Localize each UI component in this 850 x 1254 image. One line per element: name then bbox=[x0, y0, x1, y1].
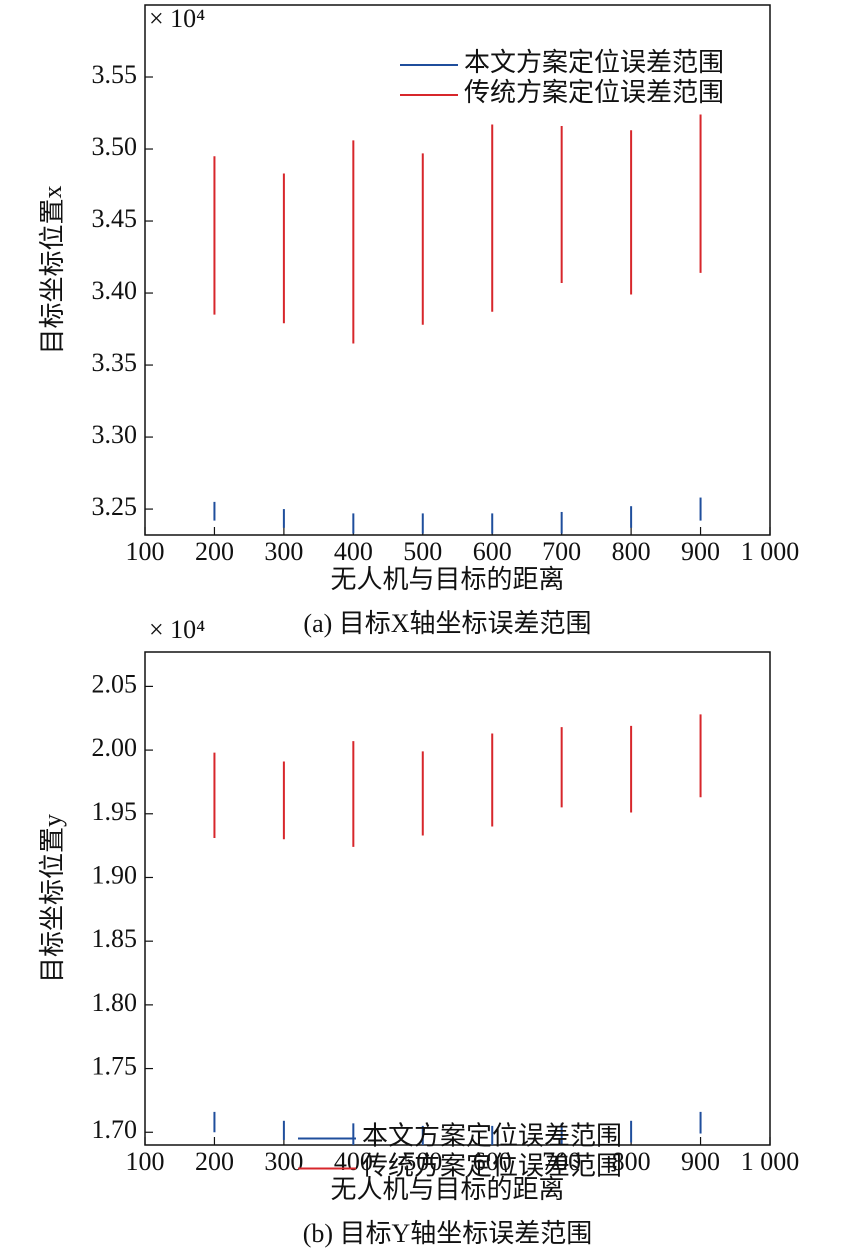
y-axis-label: 目标坐标位置y bbox=[38, 814, 67, 983]
y-tick-label: 1.95 bbox=[92, 797, 138, 826]
y-tick-label: 1.85 bbox=[92, 924, 138, 953]
x-tick-label: 700 bbox=[542, 1147, 581, 1176]
x-tick-label: 400 bbox=[334, 1147, 373, 1176]
legend-label: 本文方案定位误差范围 bbox=[362, 1121, 622, 1150]
x-axis-label: 无人机与目标的距离 bbox=[330, 1175, 564, 1204]
y-tick-label: 1.90 bbox=[92, 860, 138, 889]
x-tick-label: 200 bbox=[195, 537, 234, 566]
x-tick-label: 500 bbox=[403, 537, 442, 566]
plot-frame bbox=[144, 4, 771, 536]
y-tick-label: 3.30 bbox=[92, 420, 138, 449]
legend-label: 传统方案定位误差范围 bbox=[362, 1151, 622, 1180]
x-tick-label: 700 bbox=[542, 537, 581, 566]
x-tick-label: 1 000 bbox=[741, 537, 800, 566]
x-tick-label: 1 000 bbox=[741, 1147, 800, 1176]
x-tick-label: 300 bbox=[264, 1147, 303, 1176]
y-tick-label: 2.00 bbox=[92, 733, 138, 762]
x-tick-label: 800 bbox=[612, 1147, 651, 1176]
legend-label: 传统方案定位误差范围 bbox=[464, 78, 724, 107]
x-tick-label: 500 bbox=[403, 1147, 442, 1176]
scale-label: × 10⁴ bbox=[149, 4, 205, 33]
y-tick-label: 1.75 bbox=[92, 1052, 138, 1081]
y-tick-label: 3.25 bbox=[92, 492, 138, 521]
plot-frame bbox=[144, 651, 771, 1146]
x-tick-label: 100 bbox=[126, 537, 165, 566]
x-tick-label: 100 bbox=[126, 1147, 165, 1176]
y-tick-label: 2.05 bbox=[92, 669, 138, 698]
y-tick-label: 1.70 bbox=[92, 1115, 138, 1144]
y-tick-label: 3.35 bbox=[92, 348, 138, 377]
caption: (a) 目标X轴坐标误差范围 bbox=[303, 609, 591, 638]
legend-label: 本文方案定位误差范围 bbox=[464, 48, 724, 77]
x-tick-label: 600 bbox=[473, 1147, 512, 1176]
x-tick-label: 200 bbox=[195, 1147, 234, 1176]
caption: (b) 目标Y轴坐标误差范围 bbox=[303, 1219, 593, 1248]
scale-label: × 10⁴ bbox=[149, 615, 205, 644]
y-tick-label: 3.40 bbox=[92, 276, 138, 305]
y-tick-label: 3.55 bbox=[92, 60, 138, 89]
y-tick-label: 3.45 bbox=[92, 204, 138, 233]
y-tick-label: 3.50 bbox=[92, 132, 138, 161]
y-axis-label: 目标坐标位置x bbox=[38, 185, 67, 354]
x-tick-label: 600 bbox=[473, 537, 512, 566]
y-tick-label: 1.80 bbox=[92, 988, 138, 1017]
x-tick-label: 900 bbox=[681, 537, 720, 566]
x-tick-label: 400 bbox=[334, 537, 373, 566]
x-tick-label: 800 bbox=[612, 537, 651, 566]
x-tick-label: 300 bbox=[264, 537, 303, 566]
x-axis-label: 无人机与目标的距离 bbox=[330, 565, 564, 594]
x-tick-label: 900 bbox=[681, 1147, 720, 1176]
